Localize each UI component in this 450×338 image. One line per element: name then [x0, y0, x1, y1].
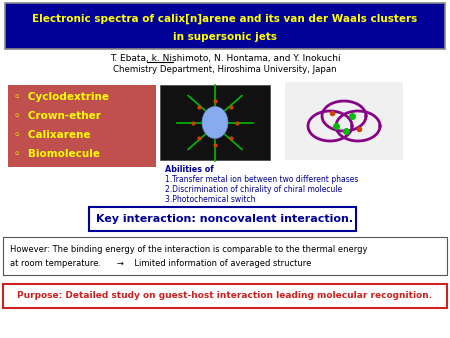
Text: 1.Transfer metal ion between two different phases: 1.Transfer metal ion between two differe… — [165, 175, 358, 185]
FancyBboxPatch shape — [89, 207, 356, 231]
Text: 2.Discrimination of chirality of chiral molecule: 2.Discrimination of chirality of chiral … — [165, 186, 342, 194]
Text: Abilities of: Abilities of — [165, 166, 214, 174]
Text: at room temperature.      →    Limited information of averaged structure: at room temperature. → Limited informati… — [10, 259, 311, 267]
FancyBboxPatch shape — [3, 284, 447, 308]
Text: However: The binding energy of the interaction is comparable to the thermal ener: However: The binding energy of the inter… — [10, 245, 368, 255]
Bar — [285, 82, 403, 160]
Text: ◦  Cyclodextrine: ◦ Cyclodextrine — [14, 92, 109, 102]
Text: Electronic spectra of calix[n]arene and its van der Waals clusters: Electronic spectra of calix[n]arene and … — [32, 14, 418, 24]
Text: Key interaction: noncovalent interaction.: Key interaction: noncovalent interaction… — [96, 214, 354, 224]
Text: 3.Photochemical switch: 3.Photochemical switch — [165, 195, 256, 204]
Text: T. Ebata, k. Nishimoto, N. Hontama, and Y. Inokuchi: T. Ebata, k. Nishimoto, N. Hontama, and … — [110, 53, 340, 63]
FancyBboxPatch shape — [5, 3, 445, 49]
FancyBboxPatch shape — [3, 237, 447, 275]
Text: Chemistry Department, Hiroshima University, Japan: Chemistry Department, Hiroshima Universi… — [113, 66, 337, 74]
Text: in supersonic jets: in supersonic jets — [173, 32, 277, 42]
Bar — [8, 85, 156, 167]
Text: ◦  Biomolecule: ◦ Biomolecule — [14, 149, 100, 159]
Text: Purpose: Detailed study on guest-host interaction leading molecular recognition.: Purpose: Detailed study on guest-host in… — [18, 291, 432, 300]
Bar — [160, 85, 270, 160]
Ellipse shape — [202, 106, 228, 139]
Text: ◦  Calixarene: ◦ Calixarene — [14, 130, 90, 140]
Text: ◦  Crown-ether: ◦ Crown-ether — [14, 111, 101, 121]
